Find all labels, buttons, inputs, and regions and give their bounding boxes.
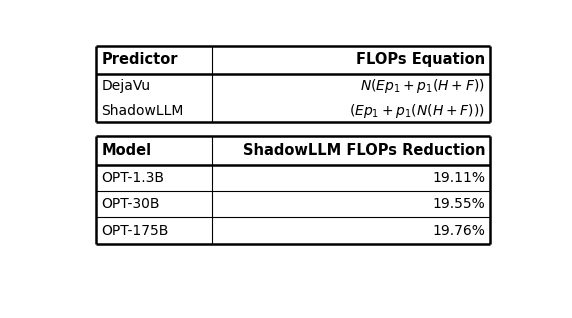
Text: OPT-175B: OPT-175B [101,224,169,238]
Text: ShadowLLM FLOPs Reduction: ShadowLLM FLOPs Reduction [243,142,485,157]
Text: $N(Ep_1 + p_1(H + F))$: $N(Ep_1 + p_1(H + F))$ [360,77,485,95]
Text: $(Ep_1 + p_1(N(H + F)))$: $(Ep_1 + p_1(N(H + F)))$ [349,101,485,120]
Text: ShadowLLM: ShadowLLM [101,104,184,118]
Text: OPT-1.3B: OPT-1.3B [101,171,164,185]
Text: Model: Model [101,142,152,157]
Text: DejaVu: DejaVu [101,79,150,93]
Text: 19.55%: 19.55% [432,197,485,211]
Text: 19.11%: 19.11% [432,171,485,185]
Text: Predictor: Predictor [101,52,178,67]
Text: 19.76%: 19.76% [432,224,485,238]
Text: OPT-30B: OPT-30B [101,197,160,211]
Text: FLOPs Equation: FLOPs Equation [356,52,485,67]
